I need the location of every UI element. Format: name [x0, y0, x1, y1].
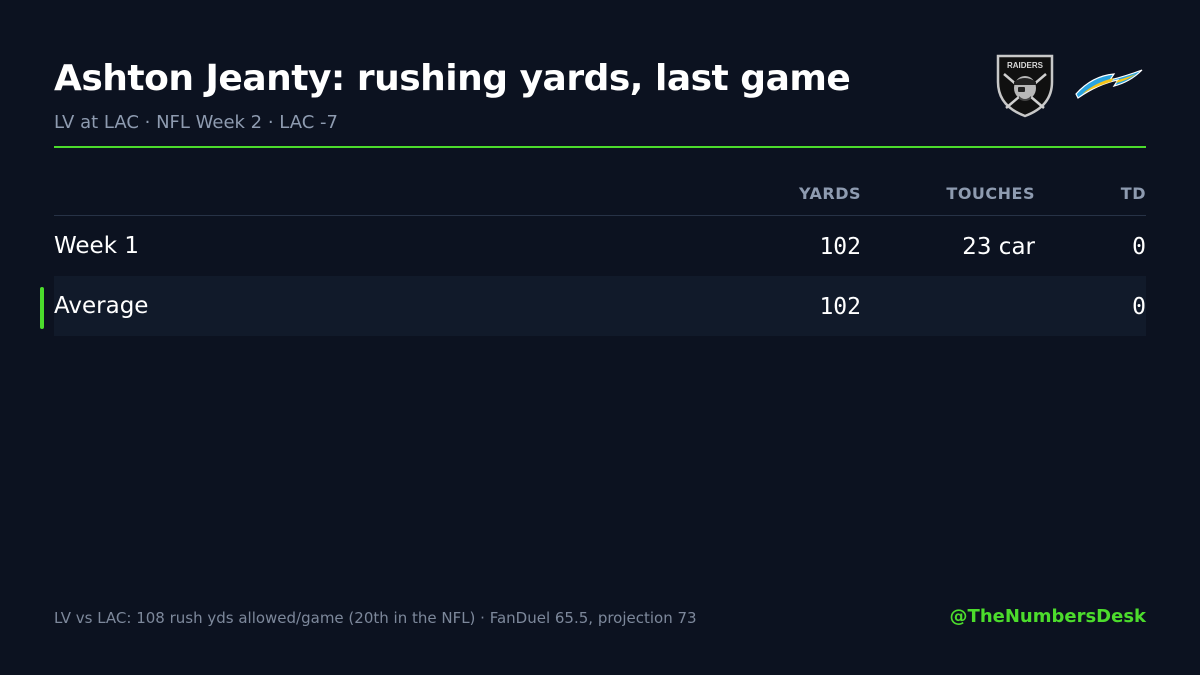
column-header-td: TD — [1120, 184, 1146, 203]
page-title: Ashton Jeanty: rushing yards, last game — [54, 58, 851, 99]
page-subtitle: LV at LAC · NFL Week 2 · LAC -7 — [54, 112, 338, 133]
stats-table: YARDS TOUCHES TD Week 1 102 23 car 0 Ave… — [40, 172, 1146, 336]
column-header-yards: YARDS — [798, 184, 861, 203]
td-value: 0 — [1132, 234, 1146, 260]
title-divider — [54, 146, 1146, 148]
footer-note: LV vs LAC: 108 rush yds allowed/game (20… — [54, 609, 697, 627]
touches-value: 23 car — [962, 234, 1035, 260]
td-value: 0 — [1132, 294, 1146, 320]
table-row-week-1: Week 1 102 23 car 0 — [54, 216, 1146, 276]
raiders-shield-logo-icon: RAIDERS — [996, 54, 1054, 118]
yards-value: 102 — [819, 234, 861, 260]
raiders-logo-text: RAIDERS — [1007, 61, 1044, 70]
chargers-lightning-bolt-logo-icon — [1075, 69, 1143, 99]
column-header-touches: TOUCHES — [946, 184, 1035, 203]
footer-handle: @TheNumbersDesk — [949, 606, 1146, 627]
yards-value: 102 — [819, 294, 861, 320]
row-label: Average — [54, 293, 149, 319]
table-row-average: Average 102 0 — [40, 276, 1146, 336]
row-label: Week 1 — [54, 233, 139, 259]
team-logos: RAIDERS — [990, 52, 1150, 118]
table-header: YARDS TOUCHES TD — [54, 172, 1146, 216]
average-highlight-marker — [40, 287, 44, 329]
